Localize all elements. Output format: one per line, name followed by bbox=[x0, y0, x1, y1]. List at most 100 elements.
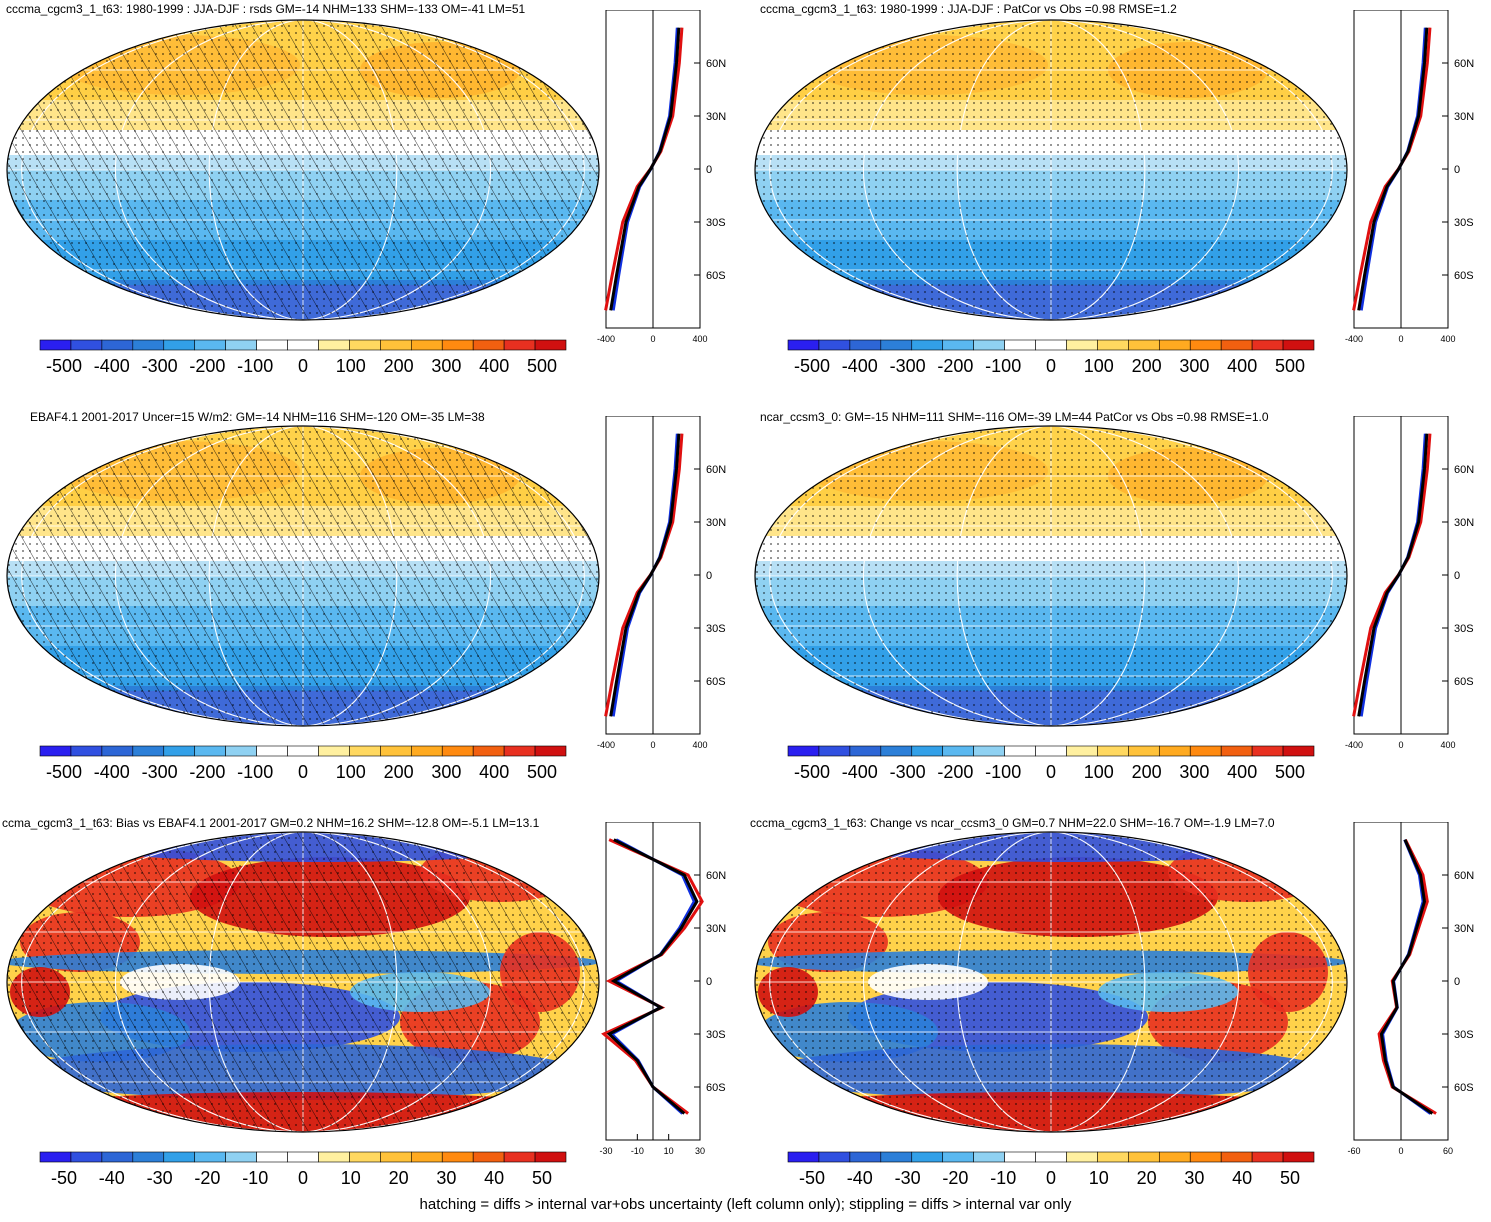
colorbar-swatch bbox=[1097, 746, 1128, 756]
colorbar-swatch bbox=[881, 746, 912, 756]
colorbar-label: -300 bbox=[890, 762, 926, 782]
colorbar-label: 400 bbox=[479, 356, 509, 376]
colorbar-label: 50 bbox=[532, 1168, 552, 1188]
colorbar-label: 100 bbox=[336, 356, 366, 376]
profile-ytick: 0 bbox=[706, 164, 712, 176]
colorbar-label: 500 bbox=[1275, 762, 1305, 782]
colorbar-swatch bbox=[195, 1152, 226, 1162]
colorbar-label: 10 bbox=[1089, 1168, 1109, 1188]
colorbar-label: 0 bbox=[1046, 356, 1056, 376]
colorbar-swatch bbox=[819, 340, 850, 350]
colorbar-label: 0 bbox=[1046, 1168, 1056, 1188]
colorbar-label: 0 bbox=[298, 1168, 308, 1188]
colorbar-swatch bbox=[1159, 1152, 1190, 1162]
colorbar-swatch bbox=[102, 1152, 133, 1162]
colorbar-label: 200 bbox=[1132, 356, 1162, 376]
profile-xtick: 0 bbox=[1398, 334, 1403, 344]
colorbar-label: 30 bbox=[436, 1168, 456, 1188]
profile-ytick: 60S bbox=[1454, 270, 1474, 282]
profile-xtick: -400 bbox=[1345, 740, 1363, 750]
profile-ytick: 60N bbox=[1454, 464, 1474, 476]
colorbar-swatch bbox=[1036, 340, 1067, 350]
colorbar-swatch bbox=[226, 746, 257, 756]
colorbar-swatch bbox=[504, 340, 535, 350]
profile-ytick: 30N bbox=[706, 923, 726, 935]
colorbar-swatch bbox=[380, 340, 411, 350]
colorbar-swatch bbox=[164, 746, 195, 756]
colorbar-swatch bbox=[71, 340, 102, 350]
colorbar-swatch bbox=[881, 340, 912, 350]
colorbar-swatch bbox=[1221, 1152, 1252, 1162]
colorbar-label: -100 bbox=[985, 762, 1021, 782]
colorbar-label: -200 bbox=[189, 356, 225, 376]
profile-unit: W m-2 bbox=[643, 416, 667, 417]
profile-xtick: -400 bbox=[597, 740, 615, 750]
colorbar-swatch bbox=[1159, 746, 1190, 756]
profile-ytick: 30N bbox=[1454, 517, 1474, 529]
figure-footnote: hatching = diffs > internal var+obs unce… bbox=[0, 1196, 1491, 1213]
profile-unit: W m-2 bbox=[643, 822, 667, 823]
colorbar-swatch bbox=[535, 1152, 566, 1162]
profile-xtick: 400 bbox=[1440, 740, 1455, 750]
profile-ytick: 30N bbox=[1454, 111, 1474, 123]
profile-ytick: 60N bbox=[706, 870, 726, 882]
colorbar-label: 20 bbox=[389, 1168, 409, 1188]
profile-line bbox=[1361, 434, 1425, 717]
colorbar-swatch bbox=[1005, 746, 1036, 756]
colorbar-swatch bbox=[349, 340, 380, 350]
profile-ytick: 60S bbox=[1454, 1082, 1474, 1094]
profile-xtick: 0 bbox=[1398, 1146, 1403, 1156]
colorbar-swatch bbox=[1097, 340, 1128, 350]
profile-ytick: 60N bbox=[706, 58, 726, 70]
panel-p5: W m-260N30N030S60S-30-101030-50-40-30-20… bbox=[0, 822, 748, 1222]
colorbar-swatch bbox=[1005, 1152, 1036, 1162]
profile-ytick: 60N bbox=[1454, 58, 1474, 70]
colorbar-swatch bbox=[318, 340, 349, 350]
colorbar-label: -400 bbox=[842, 762, 878, 782]
profile-ytick: 60S bbox=[706, 270, 726, 282]
colorbar-label: 500 bbox=[527, 356, 557, 376]
colorbar-swatch bbox=[788, 746, 819, 756]
colorbar-swatch bbox=[504, 746, 535, 756]
colorbar-swatch bbox=[912, 746, 943, 756]
profile-xtick: 0 bbox=[1398, 740, 1403, 750]
profile-xtick: -400 bbox=[597, 334, 615, 344]
colorbar-label: -200 bbox=[189, 762, 225, 782]
colorbar-label: 40 bbox=[484, 1168, 504, 1188]
colorbar-swatch bbox=[1128, 1152, 1159, 1162]
profile-unit: W m-2 bbox=[1391, 10, 1415, 11]
colorbar-swatch bbox=[380, 1152, 411, 1162]
colorbar-swatch bbox=[411, 1152, 442, 1162]
colorbar-swatch bbox=[257, 746, 288, 756]
colorbar-swatch bbox=[318, 746, 349, 756]
profile-ytick: 30S bbox=[1454, 217, 1474, 229]
colorbar-label: 0 bbox=[1046, 762, 1056, 782]
colorbar-swatch bbox=[943, 340, 974, 350]
profile-ytick: 30S bbox=[1454, 1029, 1474, 1041]
colorbar-swatch bbox=[943, 1152, 974, 1162]
colorbar-label: -100 bbox=[237, 762, 273, 782]
colorbar-swatch bbox=[974, 1152, 1005, 1162]
colorbar-label: -400 bbox=[94, 356, 130, 376]
profile-xtick: 60 bbox=[1443, 1146, 1453, 1156]
profile-ytick: 60N bbox=[706, 464, 726, 476]
colorbar-swatch bbox=[164, 340, 195, 350]
profile-xtick: 0 bbox=[650, 334, 655, 344]
colorbar-label: 300 bbox=[431, 762, 461, 782]
colorbar-label: 50 bbox=[1280, 1168, 1300, 1188]
profile-xtick: -60 bbox=[1347, 1146, 1360, 1156]
panel-p6: W m-260N30N030S60S-60060-50-40-30-20-100… bbox=[748, 822, 1491, 1222]
colorbar-label: -40 bbox=[99, 1168, 125, 1188]
colorbar-label: 100 bbox=[336, 762, 366, 782]
colorbar-swatch bbox=[1221, 340, 1252, 350]
profile-ytick: 0 bbox=[1454, 164, 1460, 176]
colorbar-swatch bbox=[1252, 340, 1283, 350]
